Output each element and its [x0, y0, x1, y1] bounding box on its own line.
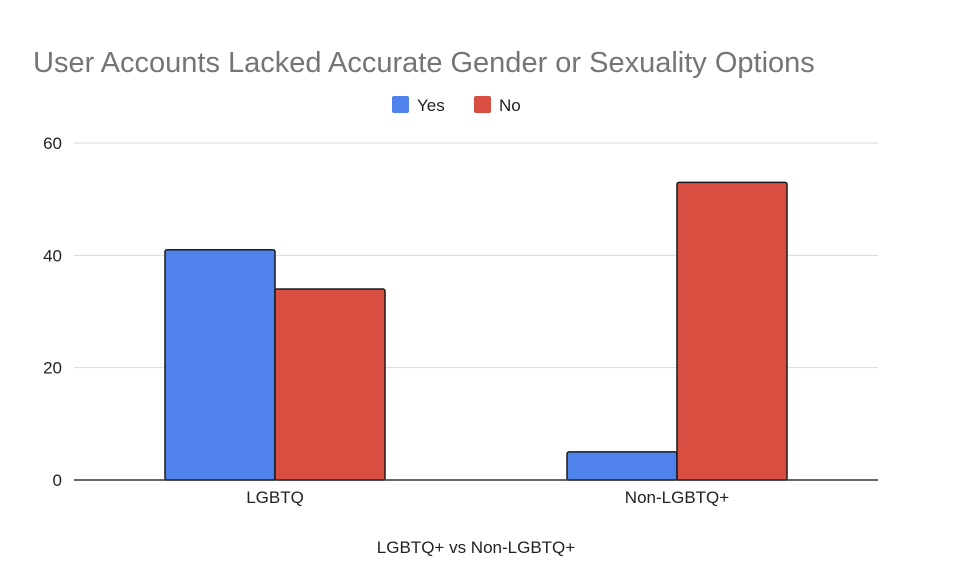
chart-title: User Accounts Lacked Accurate Gender or … — [33, 47, 815, 79]
bar-no-lgbtq — [274, 288, 386, 481]
y-axis-ticks: 0 20 40 60 — [43, 134, 62, 490]
bar-yes-lgbtq — [164, 248, 276, 481]
bars — [164, 181, 788, 481]
x-tick-label: LGBTQ — [246, 488, 304, 507]
y-tick-label: 60 — [43, 134, 62, 153]
legend-swatch-no — [474, 96, 491, 113]
x-axis-ticks: LGBTQ Non-LGBTQ+ — [246, 488, 729, 507]
legend-label-yes: Yes — [417, 96, 445, 115]
legend-swatch-yes — [392, 96, 409, 113]
legend-label-no: No — [499, 96, 521, 115]
x-tick-label: Non-LGBTQ+ — [625, 488, 729, 507]
bar-no-non-lgbtq+ — [676, 181, 788, 481]
y-tick-label: 20 — [43, 359, 62, 378]
y-tick-label: 40 — [43, 246, 62, 265]
bar-yes-non-lgbtq+ — [566, 451, 678, 481]
x-axis-title: LGBTQ+ vs Non-LGBTQ+ — [377, 538, 575, 557]
y-tick-label: 0 — [53, 471, 62, 490]
legend: Yes No — [392, 96, 521, 115]
